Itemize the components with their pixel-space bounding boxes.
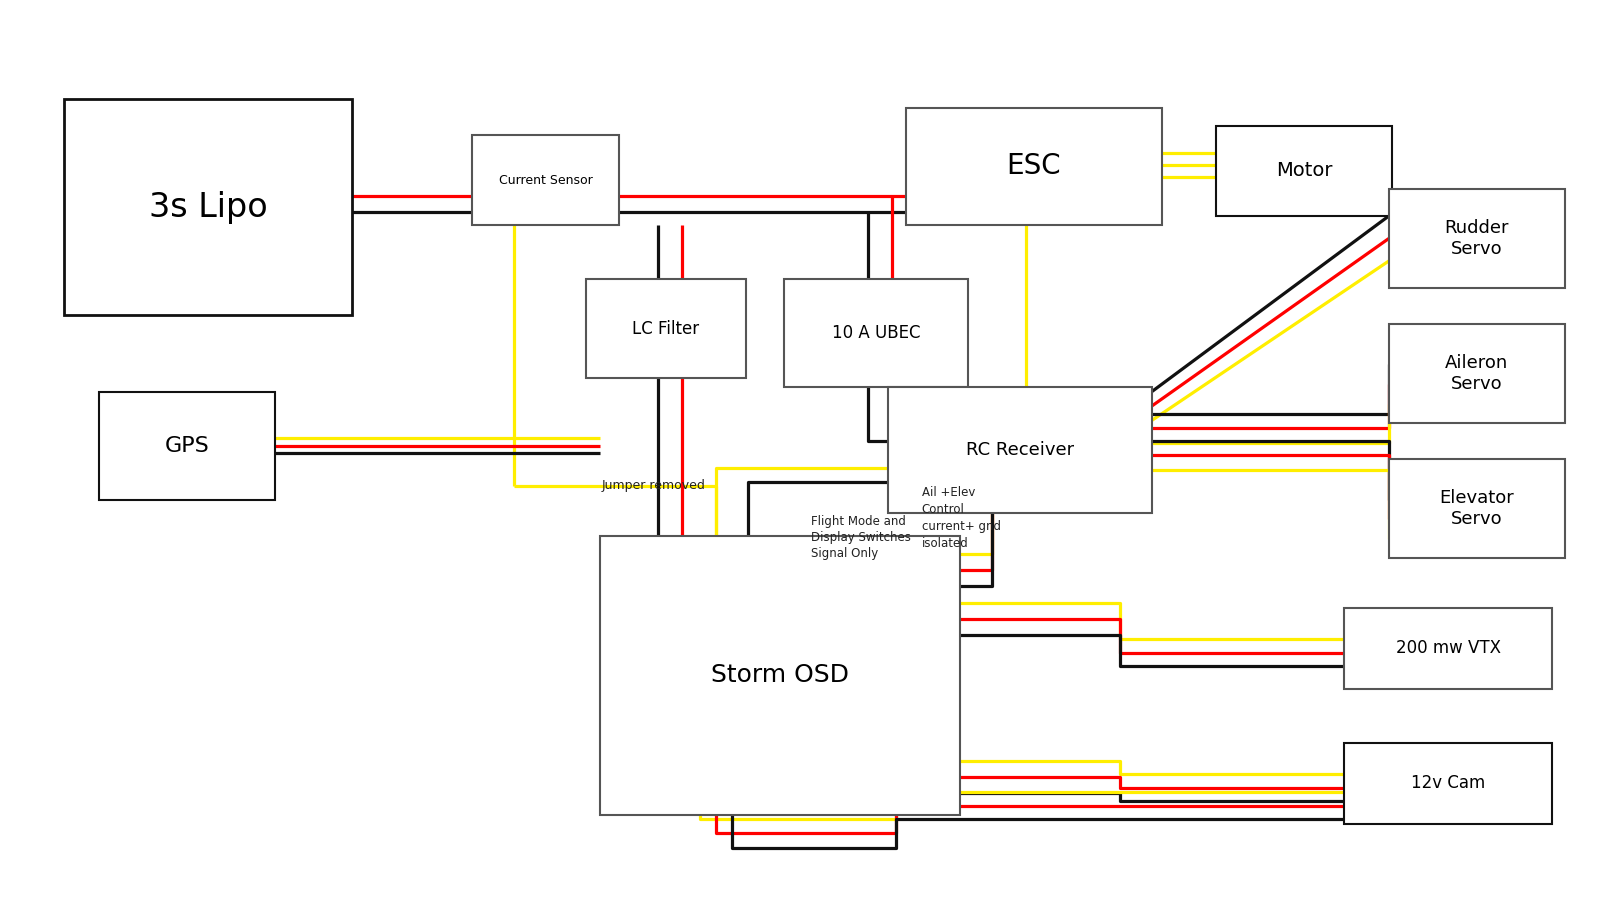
Text: Ail +Elev
Control
current+ gnd
isolated: Ail +Elev Control current+ gnd isolated xyxy=(922,486,1000,550)
Text: 12v Cam: 12v Cam xyxy=(1411,774,1485,792)
FancyBboxPatch shape xyxy=(600,536,960,814)
Text: 200 mw VTX: 200 mw VTX xyxy=(1395,639,1501,657)
Text: Flight Mode and
Display Switches
Signal Only: Flight Mode and Display Switches Signal … xyxy=(811,515,910,560)
FancyBboxPatch shape xyxy=(64,99,352,315)
Text: Current Sensor: Current Sensor xyxy=(499,174,592,186)
Text: Jumper removed: Jumper removed xyxy=(602,480,706,492)
Text: Storm OSD: Storm OSD xyxy=(710,663,850,687)
Text: LC Filter: LC Filter xyxy=(632,320,699,338)
Text: 3s Lipo: 3s Lipo xyxy=(149,191,267,223)
Text: Rudder
Servo: Rudder Servo xyxy=(1445,219,1509,258)
Text: Elevator
Servo: Elevator Servo xyxy=(1440,489,1514,528)
FancyBboxPatch shape xyxy=(1344,742,1552,824)
Text: 10 A UBEC: 10 A UBEC xyxy=(832,324,920,342)
FancyBboxPatch shape xyxy=(1389,189,1565,288)
FancyBboxPatch shape xyxy=(906,108,1162,225)
FancyBboxPatch shape xyxy=(472,135,619,225)
Text: GPS: GPS xyxy=(165,436,210,455)
FancyBboxPatch shape xyxy=(1389,324,1565,423)
Text: Motor: Motor xyxy=(1275,161,1333,181)
FancyBboxPatch shape xyxy=(784,279,968,387)
FancyBboxPatch shape xyxy=(1344,608,1552,688)
Text: Aileron
Servo: Aileron Servo xyxy=(1445,354,1509,393)
FancyBboxPatch shape xyxy=(99,392,275,500)
FancyBboxPatch shape xyxy=(1389,459,1565,558)
FancyBboxPatch shape xyxy=(1216,126,1392,216)
Text: ESC: ESC xyxy=(1006,152,1061,181)
Text: RC Receiver: RC Receiver xyxy=(966,441,1074,459)
FancyBboxPatch shape xyxy=(586,279,746,378)
FancyBboxPatch shape xyxy=(888,387,1152,513)
